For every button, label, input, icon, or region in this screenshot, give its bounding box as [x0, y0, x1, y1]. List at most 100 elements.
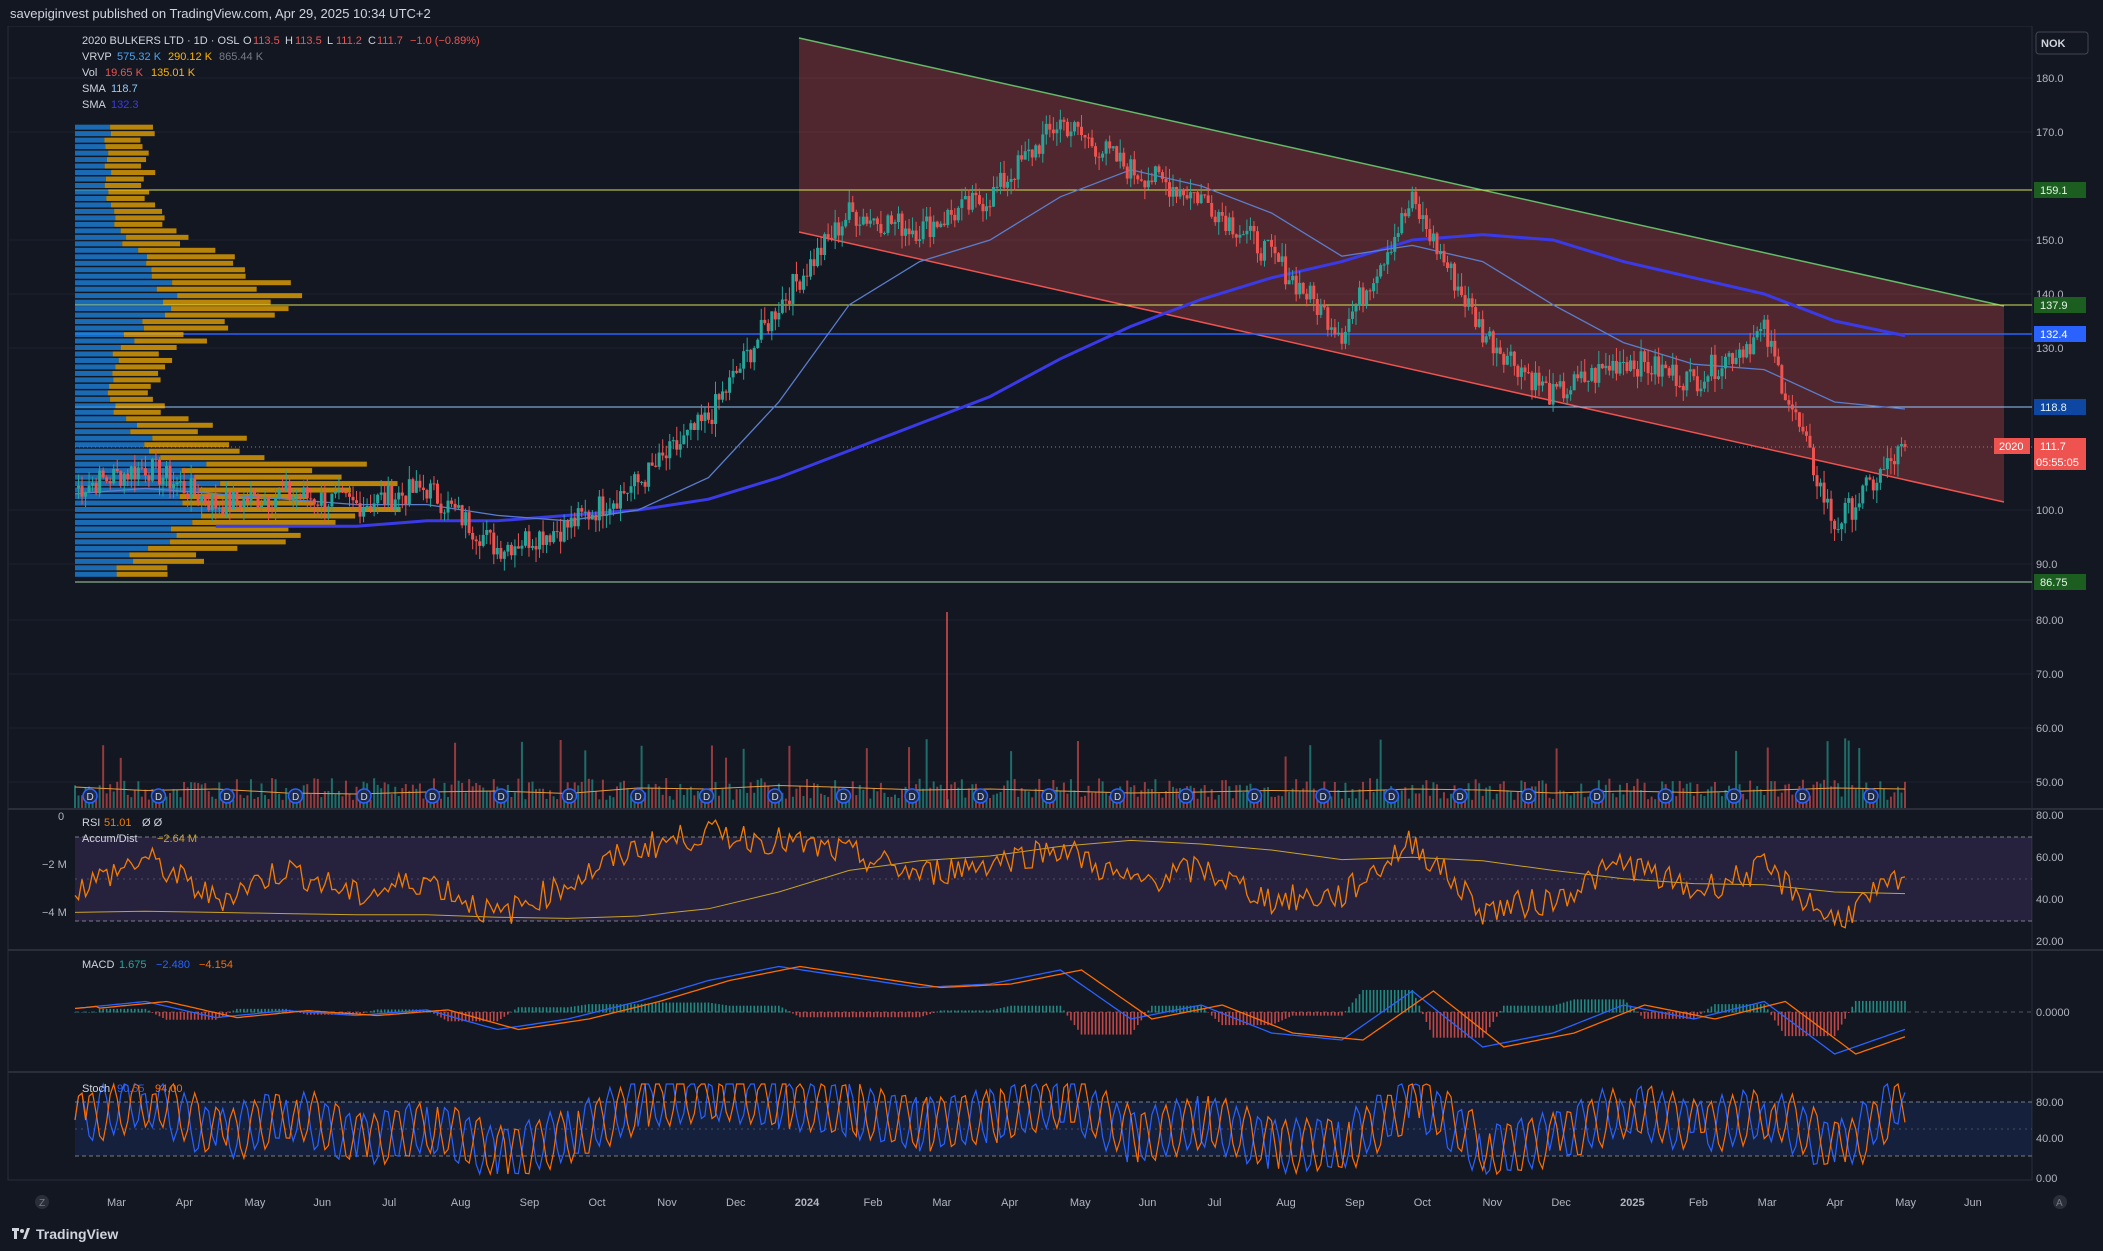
candle-body[interactable] — [200, 495, 204, 503]
candle-body[interactable] — [809, 259, 813, 277]
candle-body[interactable] — [252, 492, 256, 495]
candle-body[interactable] — [1752, 337, 1756, 355]
candle-body[interactable] — [534, 546, 538, 550]
candle-body[interactable] — [1621, 362, 1625, 364]
candle-body[interactable] — [1340, 332, 1344, 344]
candle-body[interactable] — [608, 508, 612, 515]
candle-body[interactable] — [1227, 217, 1231, 231]
candle-body[interactable] — [133, 466, 137, 480]
candle-body[interactable] — [1136, 175, 1140, 180]
dividend-marker[interactable] — [1041, 788, 1057, 804]
dividend-marker[interactable] — [219, 788, 235, 804]
candle-body[interactable] — [270, 507, 274, 509]
candle-body[interactable] — [485, 529, 489, 535]
dividend-marker[interactable] — [1863, 788, 1879, 804]
candle-body[interactable] — [464, 512, 468, 526]
candle-body[interactable] — [1586, 380, 1590, 382]
candle-body[interactable] — [1062, 119, 1066, 122]
candle-body[interactable] — [1185, 195, 1189, 199]
candle-body[interactable] — [1783, 393, 1787, 401]
candle-body[interactable] — [1245, 230, 1249, 235]
dividend-marker[interactable] — [1315, 788, 1331, 804]
candle-body[interactable] — [1625, 362, 1629, 371]
candle-body[interactable] — [851, 202, 855, 212]
candle-body[interactable] — [179, 481, 183, 483]
candle-body[interactable] — [1766, 319, 1770, 347]
candle-body[interactable] — [502, 551, 506, 559]
candle-body[interactable] — [1175, 187, 1179, 197]
candle-body[interactable] — [787, 300, 791, 304]
candle-body[interactable] — [1755, 331, 1759, 338]
candle-body[interactable] — [1421, 215, 1425, 220]
candle-body[interactable] — [143, 468, 147, 476]
candle-body[interactable] — [1488, 331, 1492, 337]
candle-body[interactable] — [129, 466, 133, 480]
candle-body[interactable] — [1305, 293, 1309, 300]
candle-body[interactable] — [263, 498, 267, 506]
sma-fast-line[interactable] — [74, 169, 1906, 522]
candle-body[interactable] — [386, 484, 390, 505]
candle-body[interactable] — [221, 508, 225, 515]
candle-body[interactable] — [1720, 368, 1724, 377]
candle-body[interactable] — [1386, 252, 1390, 265]
candle-body[interactable] — [1270, 239, 1274, 247]
candle-body[interactable] — [1597, 364, 1601, 383]
candle-body[interactable] — [1280, 256, 1284, 262]
candle-body[interactable] — [1396, 233, 1400, 237]
candle-body[interactable] — [1379, 265, 1383, 277]
candle-body[interactable] — [414, 480, 418, 493]
candle-body[interactable] — [1882, 469, 1886, 471]
zoom-z-icon[interactable]: Z — [39, 1198, 45, 1209]
candle-body[interactable] — [1167, 182, 1171, 197]
candle-body[interactable] — [1646, 361, 1650, 374]
candle-body[interactable] — [865, 216, 869, 224]
candle-body[interactable] — [1055, 129, 1059, 134]
candle-body[interactable] — [552, 531, 556, 543]
candle-body[interactable] — [1442, 250, 1446, 263]
candle-body[interactable] — [1287, 280, 1291, 285]
candle-body[interactable] — [1727, 353, 1731, 357]
candle-body[interactable] — [541, 531, 545, 545]
candle-body[interactable] — [231, 491, 235, 510]
candle-body[interactable] — [291, 496, 295, 500]
channel-upper-line[interactable] — [798, 37, 2005, 307]
candle-body[interactable] — [1255, 231, 1259, 254]
candle-body[interactable] — [1319, 304, 1323, 315]
candle-body[interactable] — [970, 192, 974, 210]
candle-body[interactable] — [277, 489, 281, 498]
candle-body[interactable] — [1685, 371, 1689, 391]
candle-body[interactable] — [210, 495, 214, 511]
candle-body[interactable] — [1657, 356, 1661, 377]
candle-body[interactable] — [1523, 367, 1527, 373]
candle-body[interactable] — [355, 500, 359, 504]
candle-body[interactable] — [523, 531, 527, 546]
candle-body[interactable] — [872, 218, 876, 221]
candle-body[interactable] — [1474, 307, 1478, 327]
candle-body[interactable] — [238, 502, 242, 508]
candle-body[interactable] — [1072, 122, 1076, 132]
dividend-marker[interactable] — [972, 788, 989, 804]
candle-body[interactable] — [1456, 286, 1460, 291]
candle-body[interactable] — [1667, 368, 1671, 376]
candle-body[interactable] — [281, 489, 285, 491]
candle-body[interactable] — [298, 495, 302, 498]
candle-body[interactable] — [1664, 364, 1668, 369]
candle-body[interactable] — [520, 545, 524, 549]
candle-body[interactable] — [101, 470, 105, 478]
candle-body[interactable] — [960, 199, 964, 208]
candle-body[interactable] — [115, 468, 119, 472]
candle-body[interactable] — [1065, 121, 1069, 137]
candle-body[interactable] — [418, 480, 422, 488]
candle-body[interactable] — [664, 455, 668, 459]
candle-body[interactable] — [928, 216, 932, 238]
candle-body[interactable] — [390, 484, 394, 510]
candle-body[interactable] — [393, 499, 397, 510]
dividend-marker[interactable] — [150, 788, 167, 804]
candle-body[interactable] — [1164, 178, 1168, 183]
symbol-title[interactable]: 2020 BULKERS LTD · 1D · OSL — [82, 35, 240, 47]
candle-body[interactable] — [946, 209, 950, 226]
candle-body[interactable] — [1481, 319, 1485, 343]
candle-body[interactable] — [495, 547, 499, 555]
candle-body[interactable] — [161, 477, 165, 485]
candle-body[interactable] — [1326, 307, 1330, 330]
